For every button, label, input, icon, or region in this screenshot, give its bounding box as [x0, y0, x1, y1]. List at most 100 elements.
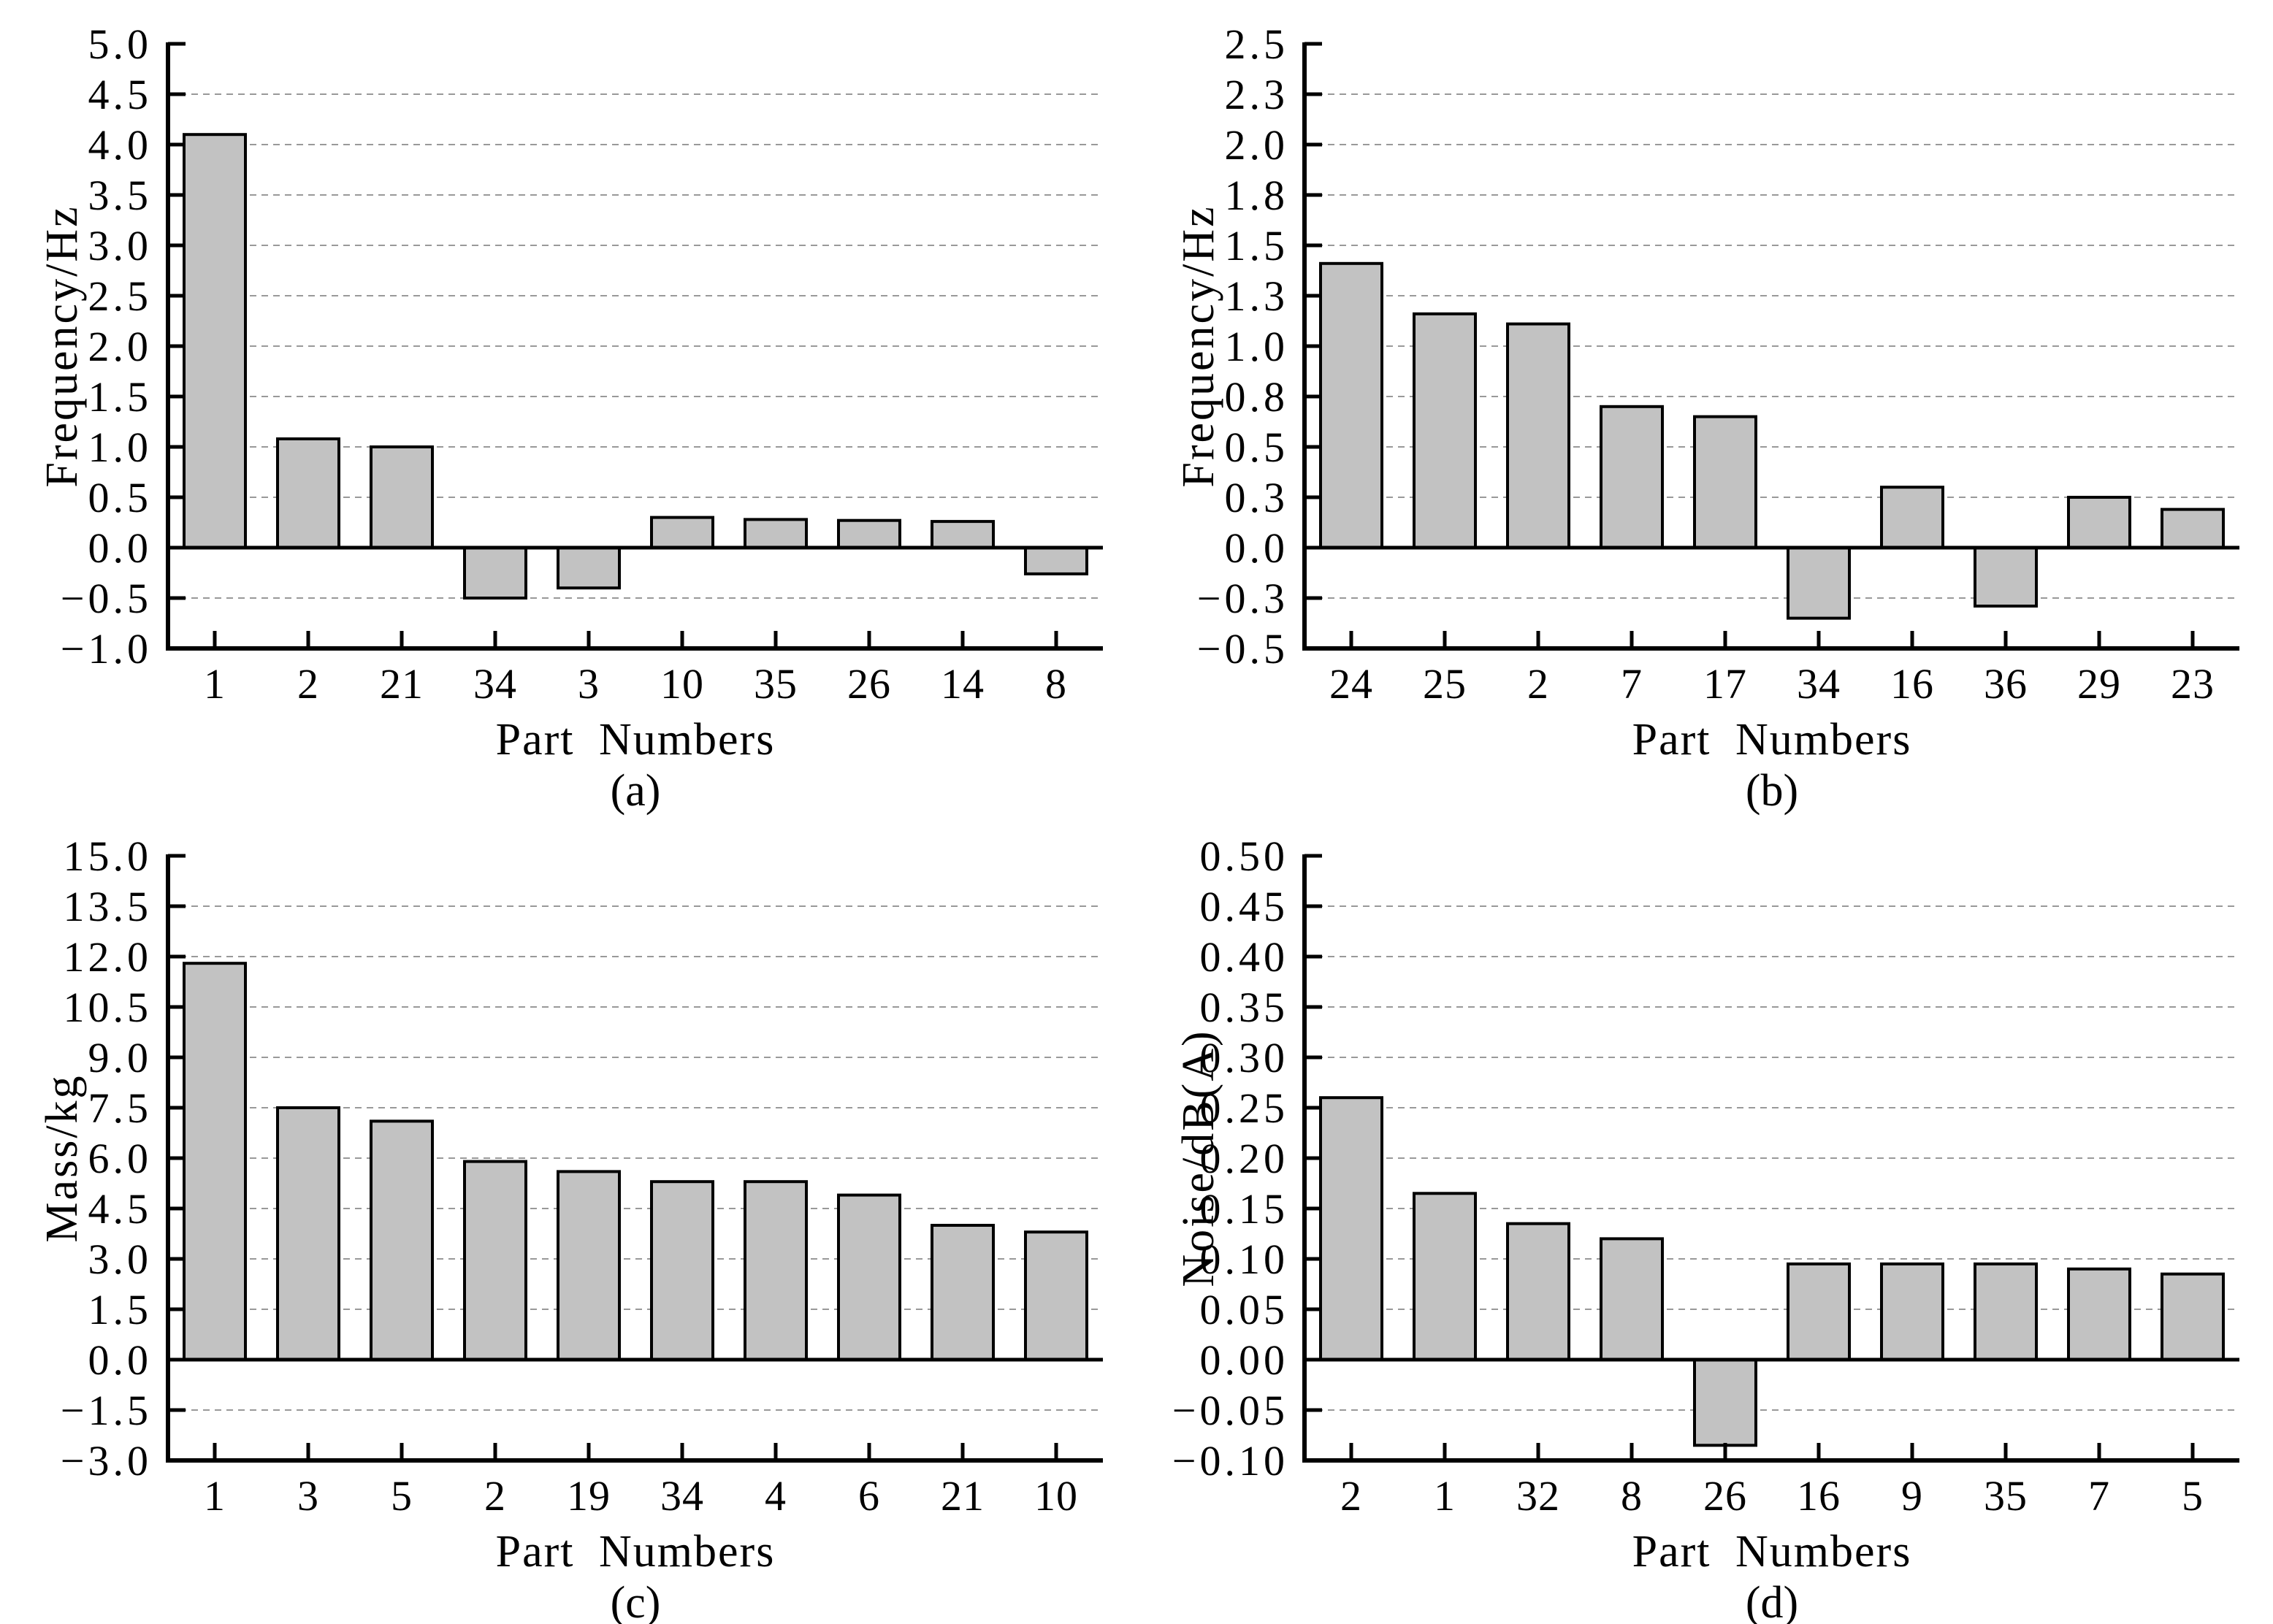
panel-caption-d: (d) — [1745, 1578, 1799, 1624]
bar — [1413, 312, 1477, 549]
y-tick-label: 0.8 — [1225, 373, 1289, 421]
bar-chart-d: 0.500.450.400.350.300.250.200.150.100.05… — [1172, 832, 2239, 1520]
x-tick-label: 16 — [1890, 660, 1934, 708]
x-tick-label: 2 — [1527, 660, 1549, 708]
x-tick-label: 2 — [1340, 1472, 1362, 1520]
y-tick-label: 0.15 — [1200, 1185, 1289, 1233]
panel-b: 2.5 2.3 2.0 1.8 1.5 1.3 1.0 0.8 0.5 0.3 0.0 −0.3 −0.… — [1136, 0, 2273, 816]
bar — [1600, 1237, 1664, 1362]
bar — [463, 1160, 527, 1361]
y-tick-label: −0.05 — [1172, 1387, 1288, 1434]
y-tick-label: 13.5 — [64, 883, 153, 930]
bar — [1024, 546, 1088, 575]
bar — [744, 1180, 808, 1362]
x-tick-label: 3 — [297, 1472, 319, 1520]
bar — [1506, 322, 1570, 549]
bar — [276, 437, 340, 549]
bar — [1787, 1262, 1851, 1362]
y-tick-label: 1.5 — [88, 373, 153, 421]
y-tick-label: 12.0 — [64, 933, 153, 981]
x-tick-label: 16 — [1797, 1472, 1841, 1520]
y-tick-label: 0.0 — [88, 1336, 153, 1384]
y-tick-label: 0.45 — [1200, 883, 1289, 930]
y-tick-label: 0.0 — [1225, 524, 1289, 572]
x-tick-label: 8 — [1621, 1472, 1643, 1520]
y-tick-label: −0.10 — [1172, 1437, 1288, 1485]
panel-caption-c: (c) — [610, 1578, 661, 1624]
bar — [1880, 486, 1944, 550]
bar — [931, 1224, 995, 1361]
y-axis-title-c: Mass/kg — [37, 1073, 87, 1243]
x-tick-label: 9 — [1901, 1472, 1923, 1520]
y-tick-label: 0.00 — [1200, 1336, 1289, 1384]
x-axis-title-d: Part Numbers — [1632, 1527, 1912, 1577]
bar — [744, 518, 808, 550]
y-tick-label: −1.0 — [61, 625, 152, 673]
bar — [2067, 1267, 2131, 1361]
bar-chart-b: 2.52.32.01.81.51.31.00.80.50.30.0−0.3−0.… — [1197, 20, 2239, 708]
panel-caption-a: (a) — [610, 766, 661, 816]
x-tick-label: 26 — [847, 660, 891, 708]
bar — [1974, 1262, 2038, 1362]
bar — [1787, 546, 1851, 620]
x-tick-label: 2 — [297, 660, 319, 708]
y-axis-title-d: Noise/dB(A) — [1174, 1029, 1223, 1287]
bar — [2161, 1272, 2225, 1362]
y-tick-label: 5.0 — [88, 20, 153, 68]
x-tick-label: 21 — [941, 1472, 985, 1520]
x-tick-label: 10 — [660, 660, 704, 708]
bar — [183, 133, 247, 549]
bar — [1600, 405, 1664, 549]
y-tick-label: 0.25 — [1200, 1084, 1289, 1132]
x-tick-label: 29 — [2077, 660, 2121, 708]
bar — [1693, 1358, 1757, 1447]
bar-chart-a: 5.04.54.03.53.02.52.01.51.00.50.0−0.5−1.… — [61, 20, 1103, 708]
bar — [837, 1193, 901, 1361]
bar — [650, 1180, 714, 1362]
y-tick-label: 2.0 — [1225, 121, 1289, 169]
bar — [2161, 508, 2225, 549]
x-tick-label: 5 — [2182, 1472, 2204, 1520]
y-axis-title-a: Frequency/Hz — [37, 204, 87, 488]
y-tick-label: 1.5 — [88, 1286, 153, 1333]
y-tick-label: −1.5 — [61, 1387, 152, 1434]
x-tick-label: 34 — [1797, 660, 1841, 708]
y-tick-label: 4.0 — [88, 121, 153, 169]
bar — [370, 445, 434, 549]
y-tick-label: 0.5 — [88, 474, 153, 521]
y-tick-label: 0.10 — [1200, 1236, 1289, 1283]
x-tick-label: 8 — [1045, 660, 1067, 708]
y-tick-label: 1.8 — [1225, 172, 1289, 219]
y-tick-label: 10.5 — [64, 984, 153, 1031]
x-tick-label: 1 — [1434, 1472, 1456, 1520]
x-tick-label: 35 — [754, 660, 798, 708]
bar — [2067, 496, 2131, 549]
x-tick-label: 4 — [765, 1472, 787, 1520]
x-tick-label: 10 — [1034, 1472, 1078, 1520]
y-tick-label: 0.35 — [1200, 984, 1289, 1031]
x-tick-label: 34 — [660, 1472, 704, 1520]
y-tick-label: 2.3 — [1225, 71, 1289, 118]
x-tick-label: 6 — [858, 1472, 880, 1520]
y-tick-label: −0.5 — [61, 575, 152, 622]
bar — [1506, 1222, 1570, 1362]
x-tick-label: 36 — [1984, 660, 2028, 708]
y-tick-label: 15.0 — [64, 832, 153, 880]
bar — [1024, 1230, 1088, 1362]
x-tick-label: 25 — [1423, 660, 1467, 708]
x-tick-label: 7 — [1621, 660, 1643, 708]
bar — [1693, 415, 1757, 549]
y-tick-label: 0.5 — [1225, 424, 1289, 471]
y-tick-label: 2.5 — [1225, 20, 1289, 68]
y-tick-label: −0.5 — [1197, 625, 1288, 673]
bar — [650, 516, 714, 549]
y-tick-label: 0.40 — [1200, 933, 1289, 981]
y-tick-label: 7.5 — [88, 1084, 153, 1132]
y-tick-label: 3.5 — [88, 172, 153, 219]
y-tick-label: 0.50 — [1200, 832, 1289, 880]
y-tick-label: −3.0 — [61, 1437, 152, 1485]
x-tick-label: 26 — [1703, 1472, 1747, 1520]
y-tick-label: 6.0 — [88, 1135, 153, 1182]
x-tick-label: 35 — [1984, 1472, 2028, 1520]
y-tick-label: −0.3 — [1197, 575, 1288, 622]
